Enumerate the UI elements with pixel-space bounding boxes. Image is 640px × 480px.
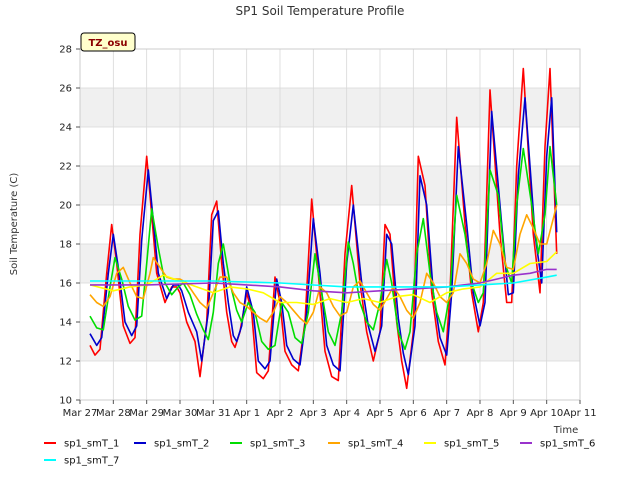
series-line-sp1_smT_7 xyxy=(90,274,557,288)
plot-band xyxy=(80,166,580,205)
x-tick-label: Apr 1 xyxy=(233,408,260,419)
x-tick-label: Apr 9 xyxy=(500,408,527,419)
x-tick-label: Apr 6 xyxy=(400,408,427,419)
legend: sp1_smT_1 sp1_smT_2 sp1_smT_3 sp1_smT_4 sp1_… xyxy=(44,439,595,467)
legend-label-sp1_smT_7: sp1_smT_7 xyxy=(64,456,119,467)
x-tick-label: Mar 30 xyxy=(163,408,198,419)
y-tick-label: 18 xyxy=(59,240,72,251)
x-tick-label: Apr 10 xyxy=(530,408,563,419)
y-tick-label: 28 xyxy=(59,45,72,56)
y-tick-label: 10 xyxy=(59,396,72,407)
y-axis-label: Soil Temperature (C) xyxy=(9,173,20,276)
y-tick-label: 26 xyxy=(59,84,72,95)
x-tick-label: Mar 28 xyxy=(96,408,131,419)
x-tick-label: Apr 5 xyxy=(367,408,394,419)
x-tick-label: Apr 11 xyxy=(563,408,596,419)
x-tick-label: Apr 4 xyxy=(333,408,360,419)
legend-label-sp1_smT_6: sp1_smT_6 xyxy=(540,439,595,450)
plot-band xyxy=(80,88,580,127)
y-tick-label: 20 xyxy=(59,201,72,212)
y-tick-label: 14 xyxy=(59,318,72,329)
x-tick-label: Apr 2 xyxy=(267,408,294,419)
x-tick-label: Apr 8 xyxy=(467,408,494,419)
chart-title: SP1 Soil Temperature Profile xyxy=(236,4,405,18)
tz-badge: TZ_osu xyxy=(80,32,136,52)
y-tick-label: 22 xyxy=(59,162,72,173)
x-tick-label: Mar 29 xyxy=(129,408,164,419)
y-tick-label: 16 xyxy=(59,279,72,290)
x-axis-label: Time xyxy=(553,425,578,436)
plot-frame xyxy=(79,48,581,401)
legend-label-sp1_smT_1: sp1_smT_1 xyxy=(64,439,119,450)
series-line-sp1_smT_1 xyxy=(89,67,558,390)
x-tick-label: Apr 3 xyxy=(300,408,327,419)
legend-label-sp1_smT_4: sp1_smT_4 xyxy=(348,439,403,450)
series-line-sp1_smT_6 xyxy=(90,268,557,294)
y-tick-label: 12 xyxy=(59,357,72,368)
series-lines xyxy=(89,67,558,390)
legend-label-sp1_smT_2: sp1_smT_2 xyxy=(154,439,209,450)
legend-label-sp1_smT_5: sp1_smT_5 xyxy=(444,439,499,450)
x-tick-label: Apr 7 xyxy=(433,408,460,419)
tz-badge-label: TZ_osu xyxy=(88,38,127,49)
legend-label-sp1_smT_3: sp1_smT_3 xyxy=(250,439,305,450)
x-tick-label: Mar 27 xyxy=(63,408,98,419)
y-axis-ticks: 10 12 14 16 18 20 22 24 26 28 xyxy=(59,45,80,407)
y-tick-label: 24 xyxy=(59,123,72,134)
x-tick-label: Mar 31 xyxy=(196,408,231,419)
series-line-sp1_smT_2 xyxy=(89,97,558,376)
